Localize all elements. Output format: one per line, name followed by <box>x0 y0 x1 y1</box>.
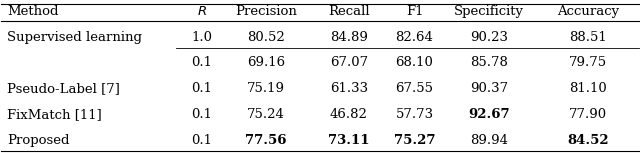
Text: 0.1: 0.1 <box>191 134 212 147</box>
Text: 77.90: 77.90 <box>569 108 607 121</box>
Text: 85.78: 85.78 <box>470 56 508 69</box>
Text: F1: F1 <box>406 5 423 18</box>
Text: 69.16: 69.16 <box>246 56 285 69</box>
Text: 84.52: 84.52 <box>568 134 609 147</box>
Text: Accuracy: Accuracy <box>557 5 620 18</box>
Text: 89.94: 89.94 <box>470 134 508 147</box>
Text: 73.11: 73.11 <box>328 134 369 147</box>
Text: 84.89: 84.89 <box>330 31 367 44</box>
Text: 68.10: 68.10 <box>396 56 433 69</box>
Text: 75.27: 75.27 <box>394 134 435 147</box>
Text: Specificity: Specificity <box>454 5 524 18</box>
Text: 75.19: 75.19 <box>246 82 285 95</box>
Text: 57.73: 57.73 <box>396 108 433 121</box>
Text: 82.64: 82.64 <box>396 31 433 44</box>
Text: Recall: Recall <box>328 5 369 18</box>
Text: 90.23: 90.23 <box>470 31 508 44</box>
Text: Proposed: Proposed <box>7 134 70 147</box>
Text: 80.52: 80.52 <box>247 31 285 44</box>
Text: 0.1: 0.1 <box>191 82 212 95</box>
Text: Precision: Precision <box>235 5 297 18</box>
Text: $R$: $R$ <box>197 5 207 18</box>
Text: Method: Method <box>7 5 59 18</box>
Text: 67.55: 67.55 <box>396 82 433 95</box>
Text: 90.37: 90.37 <box>470 82 508 95</box>
Text: 0.1: 0.1 <box>191 108 212 121</box>
Text: 0.1: 0.1 <box>191 56 212 69</box>
Text: Pseudo-Label [7]: Pseudo-Label [7] <box>7 82 120 95</box>
Text: Supervised learning: Supervised learning <box>7 31 142 44</box>
Text: 79.75: 79.75 <box>569 56 607 69</box>
Text: 46.82: 46.82 <box>330 108 367 121</box>
Text: 61.33: 61.33 <box>330 82 368 95</box>
Text: FixMatch [11]: FixMatch [11] <box>7 108 102 121</box>
Text: 1.0: 1.0 <box>191 31 212 44</box>
Text: 81.10: 81.10 <box>570 82 607 95</box>
Text: 92.67: 92.67 <box>468 108 510 121</box>
Text: 75.24: 75.24 <box>247 108 285 121</box>
Text: 77.56: 77.56 <box>245 134 287 147</box>
Text: 88.51: 88.51 <box>570 31 607 44</box>
Text: 67.07: 67.07 <box>330 56 368 69</box>
